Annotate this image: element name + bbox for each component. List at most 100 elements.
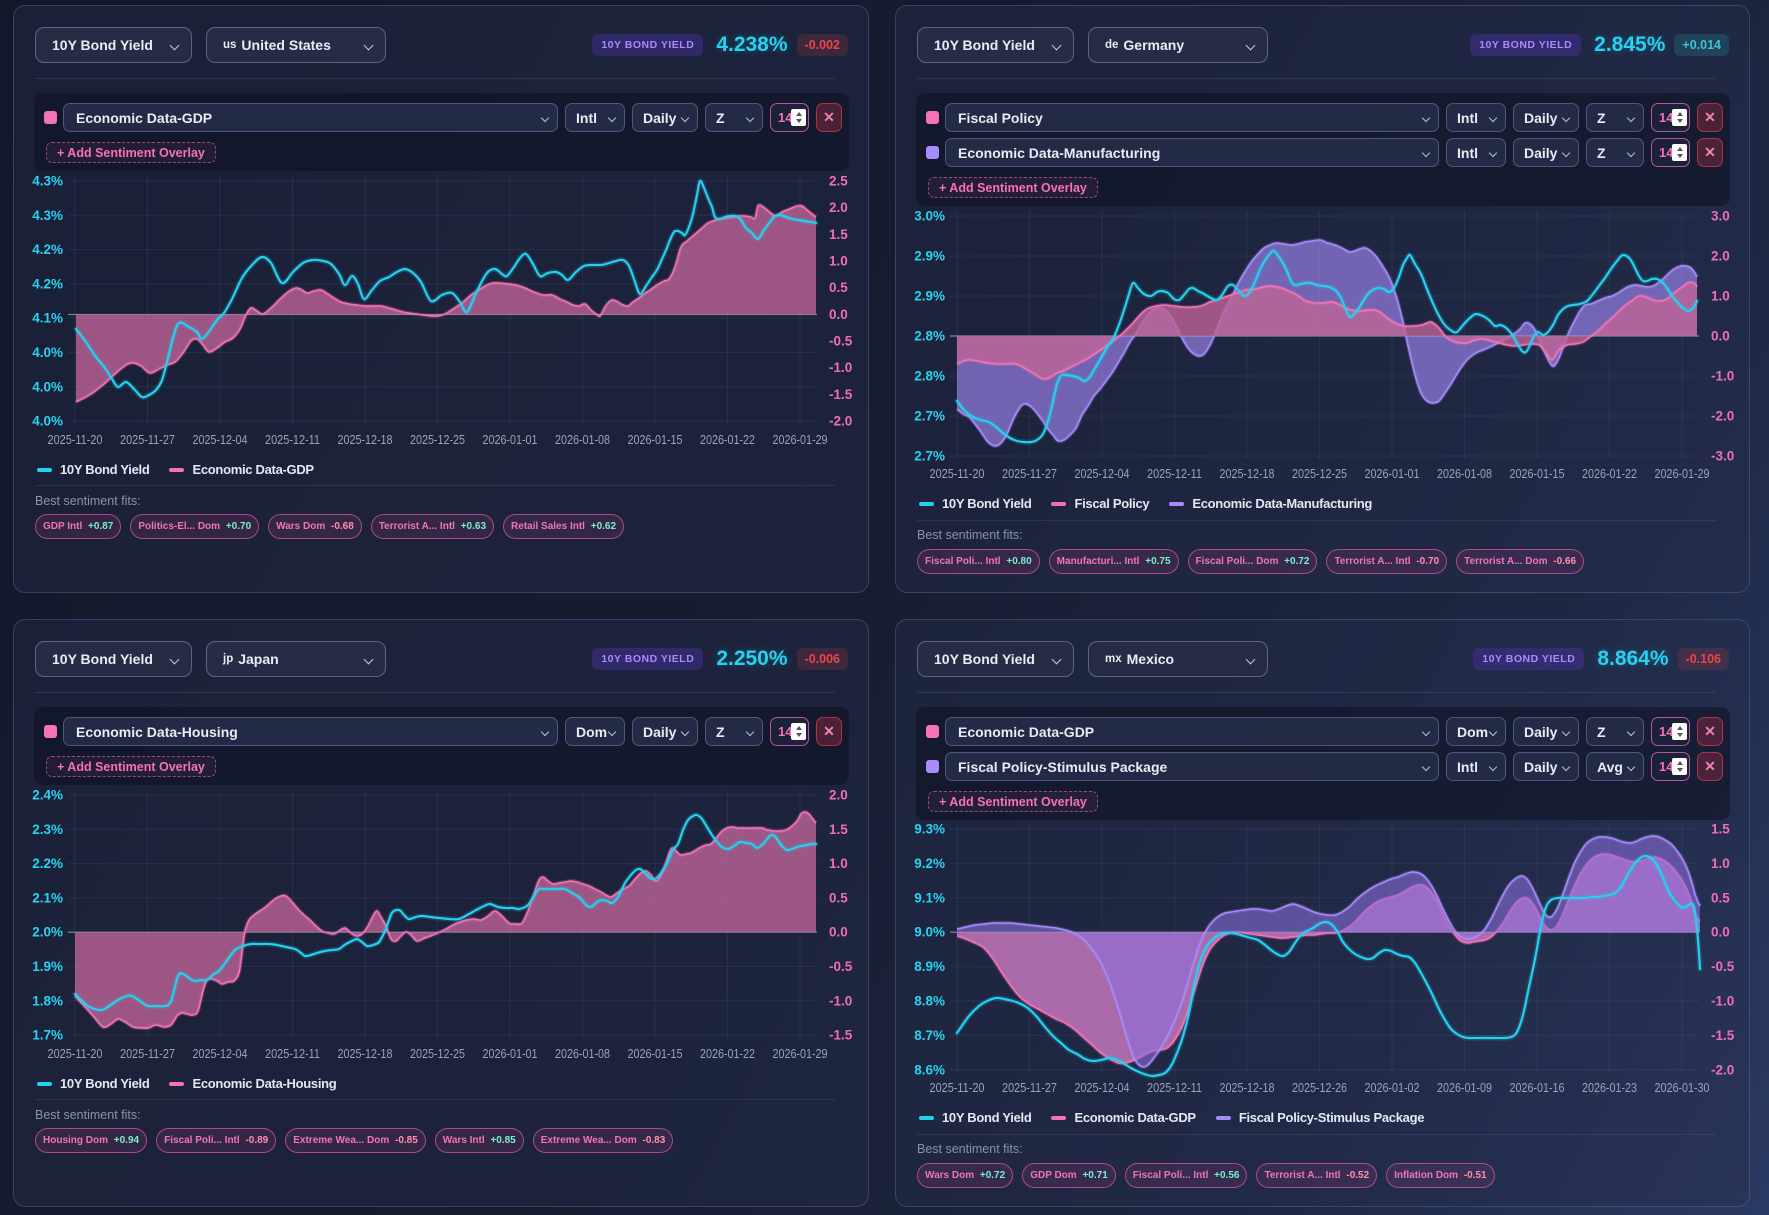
svg-text:2025-12-26: 2025-12-26	[1292, 1080, 1347, 1095]
svg-text:2025-11-27: 2025-11-27	[1002, 1080, 1057, 1095]
svg-text:8.6%: 8.6%	[914, 1062, 945, 1077]
svg-text:2026-01-29: 2026-01-29	[773, 1046, 828, 1061]
svg-text:2026-01-29: 2026-01-29	[1655, 466, 1710, 481]
svg-text:2.0: 2.0	[829, 788, 848, 803]
svg-text:0.0: 0.0	[829, 925, 848, 940]
svg-text:-1.0: -1.0	[1711, 994, 1734, 1009]
svg-text:2026-01-23: 2026-01-23	[1582, 1080, 1637, 1095]
svg-text:2.4%: 2.4%	[32, 788, 63, 803]
svg-text:-2.0: -2.0	[1711, 1062, 1734, 1077]
svg-text:1.0: 1.0	[1711, 856, 1730, 871]
svg-text:-2.0: -2.0	[829, 414, 852, 429]
svg-text:2026-01-15: 2026-01-15	[628, 1046, 683, 1061]
svg-text:0.5: 0.5	[829, 280, 848, 295]
svg-text:1.5: 1.5	[829, 227, 848, 242]
svg-text:3.0: 3.0	[1711, 209, 1730, 224]
svg-text:1.8%: 1.8%	[32, 993, 63, 1008]
svg-text:2025-12-04: 2025-12-04	[1075, 466, 1130, 481]
svg-text:1.0: 1.0	[829, 856, 848, 871]
svg-text:1.0: 1.0	[1711, 289, 1730, 304]
svg-text:-1.0: -1.0	[829, 360, 852, 375]
svg-text:2026-01-09: 2026-01-09	[1437, 1080, 1492, 1095]
svg-text:4.0%: 4.0%	[32, 379, 63, 394]
svg-text:0.5: 0.5	[1711, 890, 1730, 905]
svg-text:2025-11-27: 2025-11-27	[120, 1046, 175, 1061]
svg-text:0.0: 0.0	[1711, 329, 1730, 344]
svg-text:4.0%: 4.0%	[32, 345, 63, 360]
svg-text:2026-01-01: 2026-01-01	[483, 1046, 538, 1061]
svg-text:2026-01-02: 2026-01-02	[1365, 1080, 1420, 1095]
svg-text:4.3%: 4.3%	[32, 208, 63, 223]
svg-text:2026-01-08: 2026-01-08	[555, 432, 610, 447]
svg-text:2.9%: 2.9%	[914, 289, 945, 304]
svg-text:2025-11-27: 2025-11-27	[1002, 466, 1057, 481]
svg-text:4.2%: 4.2%	[32, 276, 63, 291]
svg-text:2.9%: 2.9%	[914, 249, 945, 264]
svg-text:3.0%: 3.0%	[914, 209, 945, 224]
svg-text:2026-01-22: 2026-01-22	[700, 432, 755, 447]
svg-text:2025-12-11: 2025-12-11	[265, 1046, 320, 1061]
svg-text:2.5: 2.5	[829, 174, 848, 189]
svg-text:8.9%: 8.9%	[914, 959, 945, 974]
svg-text:2025-12-25: 2025-12-25	[410, 1046, 465, 1061]
svg-text:1.9%: 1.9%	[32, 959, 63, 974]
svg-text:2025-11-20: 2025-11-20	[930, 466, 985, 481]
svg-text:4.0%: 4.0%	[32, 414, 63, 429]
svg-text:2025-12-04: 2025-12-04	[1075, 1080, 1130, 1095]
svg-text:2026-01-22: 2026-01-22	[700, 1046, 755, 1061]
svg-text:8.7%: 8.7%	[914, 1028, 945, 1043]
svg-text:-1.5: -1.5	[829, 387, 853, 402]
svg-text:-0.5: -0.5	[829, 959, 853, 974]
svg-text:2025-12-25: 2025-12-25	[1292, 466, 1347, 481]
svg-text:2026-01-22: 2026-01-22	[1582, 466, 1637, 481]
svg-text:1.0: 1.0	[829, 254, 848, 269]
svg-text:2.2%: 2.2%	[32, 856, 63, 871]
svg-text:-1.5: -1.5	[829, 1028, 853, 1043]
svg-text:2026-01-08: 2026-01-08	[555, 1046, 610, 1061]
svg-text:2025-12-18: 2025-12-18	[1220, 1080, 1275, 1095]
svg-text:2025-11-20: 2025-11-20	[48, 1046, 103, 1061]
svg-text:2025-12-11: 2025-12-11	[1147, 1080, 1202, 1095]
svg-text:2.3%: 2.3%	[32, 822, 63, 837]
svg-text:2026-01-01: 2026-01-01	[1365, 466, 1420, 481]
svg-text:2025-11-20: 2025-11-20	[930, 1080, 985, 1095]
svg-text:2.7%: 2.7%	[914, 449, 945, 464]
svg-text:-1.0: -1.0	[829, 993, 852, 1008]
svg-text:2025-12-04: 2025-12-04	[193, 432, 248, 447]
svg-text:1.5: 1.5	[829, 822, 848, 837]
svg-text:2026-01-29: 2026-01-29	[773, 432, 828, 447]
svg-text:-3.0: -3.0	[1711, 449, 1734, 464]
svg-text:2026-01-16: 2026-01-16	[1510, 1080, 1565, 1095]
svg-text:-1.0: -1.0	[1711, 369, 1734, 384]
svg-text:2025-11-27: 2025-11-27	[120, 432, 175, 447]
svg-text:1.7%: 1.7%	[32, 1028, 63, 1043]
svg-text:4.2%: 4.2%	[32, 242, 63, 257]
svg-text:2026-01-08: 2026-01-08	[1437, 466, 1492, 481]
svg-text:9.3%: 9.3%	[914, 822, 945, 837]
svg-text:2025-12-11: 2025-12-11	[265, 432, 320, 447]
svg-text:2025-12-25: 2025-12-25	[410, 432, 465, 447]
svg-text:2.7%: 2.7%	[914, 409, 945, 424]
svg-text:2026-01-01: 2026-01-01	[483, 432, 538, 447]
svg-text:2025-12-18: 2025-12-18	[338, 432, 393, 447]
svg-text:2026-01-15: 2026-01-15	[628, 432, 683, 447]
svg-text:2026-01-30: 2026-01-30	[1655, 1080, 1710, 1095]
svg-text:-0.5: -0.5	[829, 334, 853, 349]
svg-text:2025-12-18: 2025-12-18	[1220, 466, 1275, 481]
svg-text:2.1%: 2.1%	[32, 890, 63, 905]
svg-text:0.0: 0.0	[1711, 925, 1730, 940]
svg-text:9.0%: 9.0%	[914, 925, 945, 940]
svg-text:4.1%: 4.1%	[32, 311, 63, 326]
svg-text:1.5: 1.5	[1711, 822, 1730, 837]
svg-text:2.0: 2.0	[829, 200, 848, 215]
svg-text:0.5: 0.5	[829, 890, 848, 905]
svg-text:2026-01-15: 2026-01-15	[1510, 466, 1565, 481]
svg-text:2025-12-04: 2025-12-04	[193, 1046, 248, 1061]
svg-text:2025-11-20: 2025-11-20	[48, 432, 103, 447]
svg-text:8.8%: 8.8%	[914, 994, 945, 1009]
svg-text:2025-12-18: 2025-12-18	[338, 1046, 393, 1061]
svg-text:2025-12-11: 2025-12-11	[1147, 466, 1202, 481]
svg-text:9.1%: 9.1%	[914, 890, 945, 905]
svg-text:4.3%: 4.3%	[32, 174, 63, 189]
svg-text:2.8%: 2.8%	[914, 329, 945, 344]
